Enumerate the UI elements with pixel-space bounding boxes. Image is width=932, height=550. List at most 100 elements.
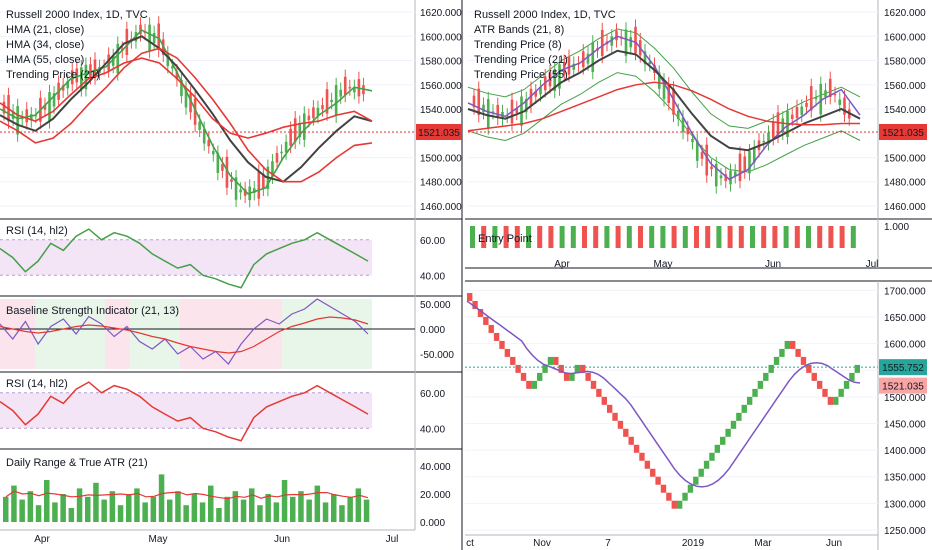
renko-brick [709,452,715,461]
y-tick-label: 1560.000 [884,81,926,92]
x-tick-label: Jul [386,534,399,545]
candle-body [814,97,818,100]
candle-body [271,161,274,177]
y-tick-label: 60.00 [420,236,445,247]
range-bar [101,499,107,522]
candle-body [80,67,83,90]
y-tick-label: 1300.000 [884,499,926,510]
renko-brick [676,500,683,509]
series-line [467,81,860,132]
entry-bar [817,226,823,248]
range-bar [273,502,280,522]
entry-bar [526,226,531,248]
candle-body [657,72,661,89]
entry-bar [694,226,699,248]
range-bar [232,491,239,522]
entry-bar [638,226,643,248]
legend-entry: Trending Price (21) [6,69,100,81]
candle-body [581,51,585,68]
left-bsi-panel: 50.000 0.000 -50.000 Baseline Strength Indi… [0,298,454,369]
candle-body [225,156,229,188]
left-price-panel: 1620.000 1600.000 1580.000 1560.000 1540.000… [0,8,462,213]
candle-body [705,144,709,176]
entry-bar [615,226,621,248]
renko-brick [746,396,753,405]
entry-bar [548,226,554,248]
renko-brick [698,468,704,477]
range-bar [257,505,263,522]
candle-body [558,64,561,89]
candle-body [838,99,842,105]
candle-body [353,86,356,93]
candle-body [262,173,265,189]
y-tick-label: 1350.000 [884,473,926,484]
range-bar [109,491,116,522]
range-bar [265,494,271,522]
renko-brick [590,380,597,389]
renko-brick [725,428,731,437]
bsi-signal-line [0,316,369,354]
y-tick-label: 1600.000 [884,340,926,351]
y-tick-label: 1580.000 [884,57,926,68]
panel-title: Daily Range & True ATR (21) [6,457,148,469]
x-tick-label: May [654,259,673,270]
range-bar [158,474,165,522]
renko-brick [601,396,607,405]
renko-brick [822,388,828,397]
range-bar [199,502,206,522]
range-bar [363,499,370,522]
entry-bar [761,226,767,248]
y-tick-label: 40.00 [420,424,445,435]
candle-body [553,68,557,91]
renko-brick [795,348,801,357]
renko-brick [779,348,785,357]
price-label: 1521.035 [418,128,460,139]
candle-body [833,93,837,96]
renko-brick [763,372,769,381]
candle-body [624,29,628,56]
candle-body [175,71,179,80]
left-range-panel: 40.000 20.000 0.000 Daily Range & True ATR … [3,457,451,545]
renko-brick [574,364,581,373]
range-bar [76,488,83,522]
range-bar [142,502,148,522]
candle-body [230,179,233,182]
candle-body [252,188,256,194]
candle-body [629,37,633,48]
range-bar [175,491,181,522]
candle-body [752,147,756,163]
series-line [0,57,373,139]
candle-body [284,141,288,153]
y-tick-label: -50.000 [420,350,454,361]
candle-body [710,166,713,170]
renko-brick [515,364,521,373]
candle-body [184,88,188,108]
candle-body [534,91,538,97]
candle-body [48,92,51,122]
renko-brick [493,332,500,341]
candle-body [615,30,618,41]
candle-body [790,114,794,120]
candle-body [157,23,160,50]
panel-title: Entry Point [478,233,532,245]
candle-body [289,128,292,146]
legend-entry: Trending Price (55) [474,69,568,81]
range-bar [68,508,75,522]
y-tick-label: 1500.000 [420,153,462,164]
candle-body [30,114,33,121]
candle-body [20,118,24,120]
series-line [0,35,373,183]
chart-title: Russell 2000 Index, 1D, TVC [6,9,148,21]
candle-body [477,88,481,116]
candle-body [781,118,785,133]
renko-brick [730,420,737,429]
price-label-box [416,123,462,140]
y-tick-label: 1500.000 [884,153,926,164]
renko-brick [790,340,796,349]
candle-body [189,93,192,113]
candle-body [515,108,519,113]
renko-brick [833,396,839,405]
bsi-background [282,299,372,369]
entry-bar [604,226,610,248]
candle-body [25,109,29,123]
